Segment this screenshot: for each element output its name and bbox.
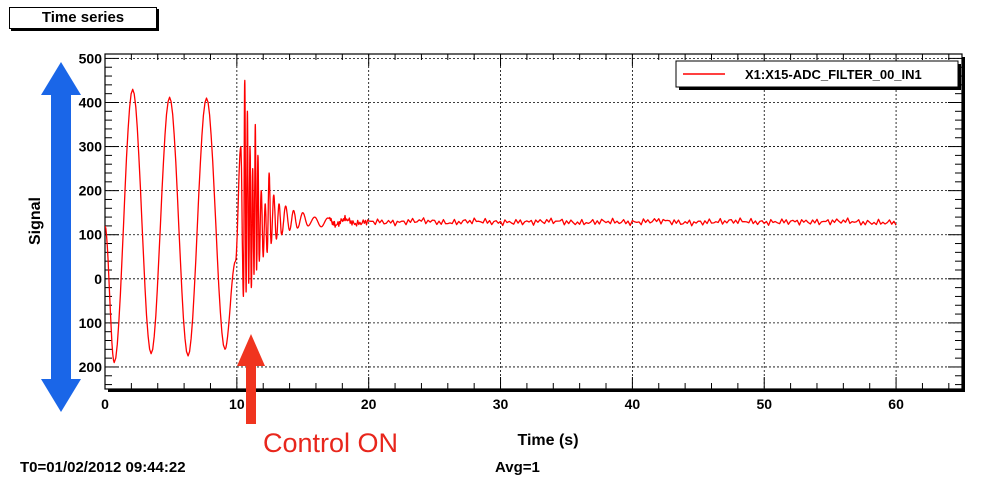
x-tick-label: 30 [493,396,509,412]
y-tick-label: 200 [79,359,103,375]
control-on-annotation: Control ON [263,428,399,458]
y-tick-label: 100 [79,227,103,243]
x-tick-label: 0 [101,396,109,412]
y-tick-label: 100 [79,315,103,331]
y-tick-label: 0 [94,271,102,287]
x-tick-label: 20 [361,396,377,412]
x-tick-labels: 0 10 20 30 40 50 60 [101,396,904,412]
blue-double-arrow [41,62,81,412]
y-tick-label: 400 [79,94,103,110]
y-tick-label: 300 [79,139,103,155]
series-lines [105,79,897,364]
x-axis-label: Time (s) [517,432,578,449]
plot-frame [104,53,963,390]
red-arrow-shaft [246,362,256,424]
chart-title: Time series [41,9,125,26]
x-tick-label: 10 [229,396,245,412]
blue-arrow-shaft [51,90,71,384]
average-count: Avg=1 [495,459,540,476]
y-axis-label: Signal [27,197,44,245]
blue-arrow-head-down [41,379,81,412]
x-tick-label: 50 [756,396,772,412]
x-tick-label: 60 [888,396,904,412]
legend-label: X1:X15-ADC_FILTER_00_IN1 [745,67,922,82]
chart-title-box: Time series [9,7,157,29]
x-tick-label: 40 [625,396,641,412]
blue-arrow-head-up [41,62,81,95]
y-tick-label: 200 [79,183,103,199]
legend: X1:X15-ADC_FILTER_00_IN1 [675,60,961,90]
y-tick-label: 500 [79,50,103,66]
t0-timestamp: T0=01/02/2012 09:44:22 [20,459,186,476]
y-tick-labels: 200 100 0 100 200 300 400 500 [79,50,103,375]
series-line [105,79,897,364]
grid [105,54,962,389]
red-up-arrow [237,334,265,424]
red-arrow-head [237,334,265,366]
